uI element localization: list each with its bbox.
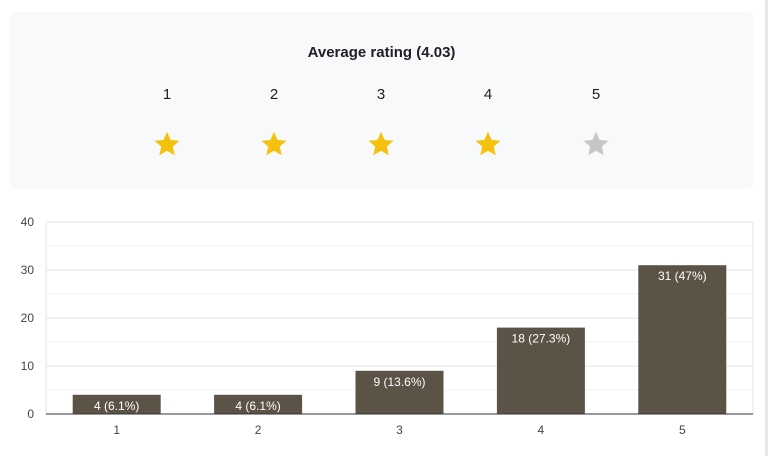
star-5: 5 [576,85,616,159]
x-tick-label: 1 [113,423,120,437]
star-number: 4 [483,86,493,103]
bar-data-label: 9 (13.6%) [373,375,425,389]
bar [355,370,444,414]
average-rating-title: Average rating (4.03) [307,44,456,61]
bar-data-label: 4 (6.1%) [94,399,139,413]
bar-data-label: 4 (6.1%) [235,399,280,413]
star-icon [154,131,180,156]
bar [72,394,161,414]
scrollbar[interactable] [765,0,768,456]
x-tick-label: 5 [679,423,686,437]
bar [214,394,303,414]
y-tick-label: 20 [21,311,35,325]
star-2: 2 [254,85,294,159]
y-tick-label: 10 [21,359,35,373]
y-tick-label: 30 [21,263,35,277]
bar [496,327,585,414]
rating-card: Average rating (4.03) 1 2 3 4 [10,12,753,189]
star-number: 1 [162,86,172,103]
star-icon [261,131,287,156]
star-icon [583,131,609,156]
star-4: 4 [468,85,508,159]
bar-chart: 0 10 20 30 40 4 (6.1%) 1 4 (6.1%) 2 9 (13.6%) 3 18 … [21,215,754,437]
star-number: 5 [591,86,601,103]
star-number: 3 [376,86,386,103]
y-tick-label: 0 [27,407,34,421]
y-tick-label: 40 [21,215,35,229]
x-tick-label: 4 [538,423,545,437]
star-icon [368,131,394,156]
x-tick-label: 3 [396,423,403,437]
bar [638,265,727,414]
bar-data-label: 31 (47%) [658,269,707,283]
star-icon [475,131,501,156]
star-3: 3 [361,85,401,159]
bar-data-label: 18 (27.3%) [512,332,571,346]
x-tick-label: 2 [255,423,262,437]
star-number: 2 [269,86,279,103]
star-1: 1 [147,85,187,159]
